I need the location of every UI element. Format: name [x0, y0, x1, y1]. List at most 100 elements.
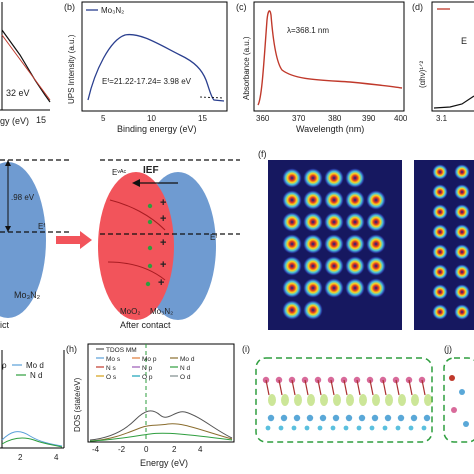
atom: [343, 425, 349, 431]
panel-c-xtick: 400: [394, 114, 408, 123]
panel-e-ef-right: Eᶠ: [210, 233, 217, 242]
panel-b-xlabel: Binding energy (eV): [117, 124, 197, 134]
charge-lobe: [333, 394, 341, 406]
density-dot: [366, 278, 386, 298]
panel-d: (d) (αhν)¹ᐟ² E 3.1: [412, 1, 474, 123]
charge-lobe: [268, 394, 276, 406]
panel-h-mo-d-curve: [89, 423, 233, 442]
atom: [332, 414, 340, 422]
svg-text:+: +: [160, 237, 166, 249]
panel-e-mo3n2-left: Mo₃N₂: [14, 290, 41, 300]
density-dot: [366, 234, 386, 254]
density-dot: [454, 224, 470, 240]
svg-text:+: +: [160, 213, 166, 225]
panel-a-value: 32 eV: [6, 88, 30, 98]
panel-e: .98 eV Eᶠ Mo₃N₂ ict Eᵛᴬᶜ Eᶠ IEF + + + + …: [0, 159, 240, 330]
panel-c: (c) Absorbance (a.u.) λ=368.1 nm 360 370…: [236, 1, 408, 134]
panel-b-ylabel: UPS Intensity (a.u.): [67, 34, 76, 104]
panel-g: ρ Mo d N d 2 4: [0, 350, 65, 462]
panel-a-tick: 15: [36, 115, 46, 125]
density-dot: [345, 168, 365, 188]
density-dot: [345, 212, 365, 232]
panel-i-atoms: [262, 376, 432, 431]
panel-d-ylabel: (αhν)¹ᐟ²: [418, 61, 427, 88]
bond: [291, 379, 296, 396]
density-dot: [366, 212, 386, 232]
bond: [356, 379, 361, 396]
atom: [330, 425, 336, 431]
svg-text:+: +: [160, 259, 166, 271]
bond: [265, 379, 270, 396]
density-dot: [282, 190, 302, 210]
panel-e-before-ellipse: [0, 162, 46, 318]
panel-e-mo3n2-right: Mo₃N₂: [150, 307, 173, 316]
density-dot: [282, 212, 302, 232]
panel-b-ups-curve: [87, 33, 225, 102]
bond: [330, 379, 335, 396]
density-dot: [432, 304, 448, 320]
panel-f-label: (f): [258, 149, 267, 159]
panel-b: (b) Mo₃N₂ UPS Intensity (a.u.) Eᶠ=21.22-…: [64, 1, 228, 134]
panel-h-legend: TDOS MM Mo s Mo p Mo d N s N p N d O s O p O d: [96, 347, 195, 381]
density-dot: [324, 190, 344, 210]
density-dot: [454, 184, 470, 200]
panel-c-ylabel: Absorbance (a.u.): [242, 36, 251, 100]
panel-j-atoms: [449, 375, 469, 427]
density-dot: [303, 168, 323, 188]
density-dot: [282, 278, 302, 298]
atom: [382, 425, 388, 431]
panel-e-transfer-arrow: [56, 231, 92, 249]
atom: [306, 414, 314, 422]
legend-entry: N s: [106, 365, 117, 372]
panel-e-before-text: ict: [0, 320, 9, 330]
charge-lobe: [359, 394, 367, 406]
legend-entry: O s: [106, 374, 117, 381]
panel-e-evac: Eᵛᴬᶜ: [112, 168, 127, 177]
atom: [449, 375, 455, 381]
panel-c-absorbance-curve: [257, 10, 403, 106]
density-dot: [324, 212, 344, 232]
panel-e-after: After contact: [120, 320, 171, 330]
bond: [408, 379, 413, 396]
atom: [463, 421, 469, 427]
density-dot: [345, 278, 365, 298]
atom: [265, 425, 271, 431]
atom: [280, 414, 288, 422]
panel-f-density-dots: [282, 168, 386, 320]
panel-e-energy: .98 eV: [11, 193, 35, 202]
legend-entry: TDOS MM: [106, 347, 137, 354]
atom: [345, 414, 353, 422]
svg-text:+: +: [160, 197, 166, 209]
density-dot: [282, 300, 302, 320]
charge-lobe: [411, 394, 419, 406]
density-dot: [345, 256, 365, 276]
density-dot: [432, 244, 448, 260]
density-dot: [432, 284, 448, 300]
panel-h-xlabel: Energy (eV): [140, 458, 188, 468]
panel-h: (h) DOS (state/eV) TDOS MM Mo s Mo p Mo d N …: [66, 343, 235, 468]
charge-lobe: [346, 394, 354, 406]
atom: [410, 414, 418, 422]
panel-j: (j): [443, 344, 474, 443]
atom: [267, 414, 275, 422]
panel-j-label: (j): [444, 344, 452, 354]
panel-d-tick: 3.1: [436, 114, 448, 123]
panel-g-legend: N d: [30, 371, 42, 380]
density-dot: [324, 256, 344, 276]
panel-h-o-p-curve: [89, 432, 233, 442]
legend-entry: Mo d: [180, 356, 195, 363]
density-dot: [324, 234, 344, 254]
atom: [408, 425, 414, 431]
atom: [358, 414, 366, 422]
charge-lobe: [307, 394, 315, 406]
legend-entry: Mo p: [142, 356, 157, 363]
panel-e-ief: IEF: [143, 165, 159, 176]
density-dot: [303, 212, 323, 232]
bond: [278, 379, 283, 396]
panel-g-xtick: 4: [54, 453, 59, 462]
atom: [293, 414, 301, 422]
panel-i: (i): [242, 344, 433, 443]
panel-b-xtick-10: 10: [147, 114, 156, 123]
panel-h-ylabel: DOS (state/eV): [73, 377, 82, 432]
charge-lobe: [398, 394, 406, 406]
